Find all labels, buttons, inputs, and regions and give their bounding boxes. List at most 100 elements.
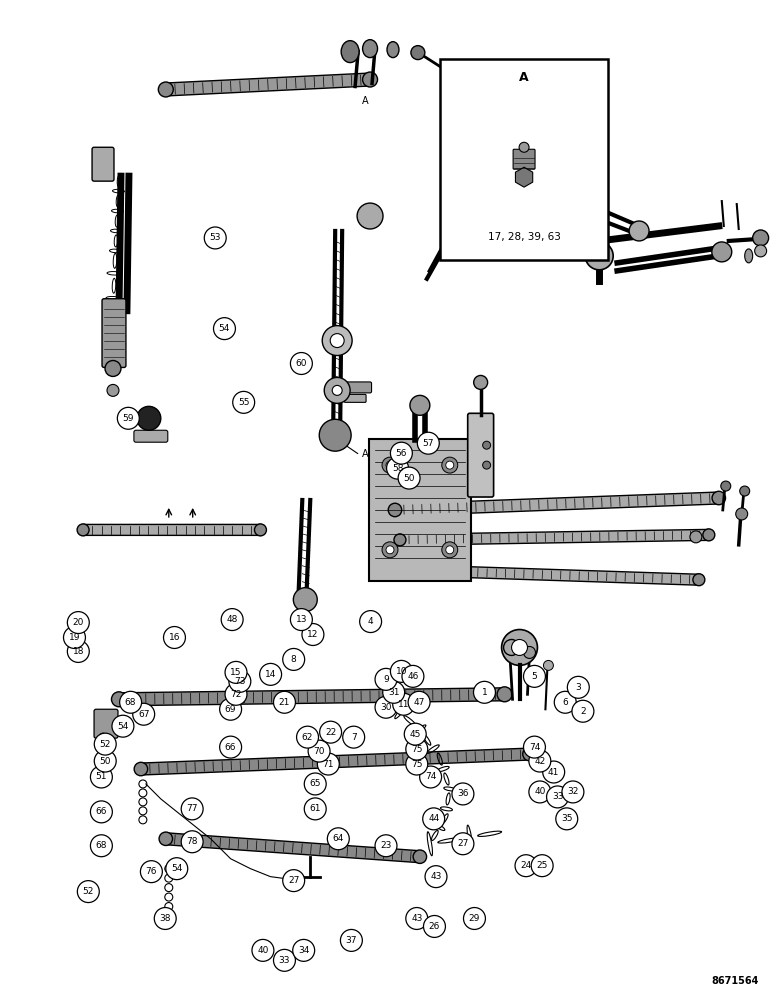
Circle shape bbox=[712, 491, 726, 505]
FancyBboxPatch shape bbox=[344, 382, 371, 393]
Circle shape bbox=[425, 866, 447, 888]
Text: 15: 15 bbox=[230, 668, 242, 677]
Text: 10: 10 bbox=[395, 667, 407, 676]
Circle shape bbox=[388, 503, 401, 517]
Circle shape bbox=[387, 457, 408, 479]
Text: 75: 75 bbox=[411, 760, 422, 769]
Text: 2: 2 bbox=[580, 707, 586, 716]
Circle shape bbox=[273, 691, 296, 713]
Text: 45: 45 bbox=[409, 730, 421, 739]
Text: 51: 51 bbox=[96, 772, 107, 781]
Ellipse shape bbox=[363, 40, 378, 58]
Text: 78: 78 bbox=[186, 837, 198, 846]
Text: 17, 28, 39, 63: 17, 28, 39, 63 bbox=[488, 232, 560, 242]
Text: 48: 48 bbox=[226, 615, 238, 624]
Text: 50: 50 bbox=[403, 474, 415, 483]
Text: 18: 18 bbox=[73, 647, 84, 656]
Text: 76: 76 bbox=[146, 867, 157, 876]
Text: 8: 8 bbox=[291, 655, 296, 664]
Circle shape bbox=[304, 798, 327, 820]
Text: 22: 22 bbox=[325, 728, 337, 737]
Circle shape bbox=[181, 798, 203, 820]
Circle shape bbox=[523, 164, 547, 188]
Text: 41: 41 bbox=[548, 768, 560, 777]
Text: 9: 9 bbox=[383, 675, 389, 684]
Circle shape bbox=[497, 687, 512, 702]
Text: 36: 36 bbox=[457, 789, 469, 798]
Circle shape bbox=[482, 461, 491, 469]
Circle shape bbox=[164, 627, 185, 648]
Circle shape bbox=[229, 670, 251, 692]
Circle shape bbox=[343, 726, 364, 748]
Circle shape bbox=[712, 242, 732, 262]
Text: 38: 38 bbox=[160, 914, 171, 923]
Circle shape bbox=[383, 681, 405, 703]
Circle shape bbox=[755, 245, 767, 257]
Circle shape bbox=[567, 676, 589, 698]
Circle shape bbox=[474, 375, 488, 389]
Text: 73: 73 bbox=[234, 677, 245, 686]
Circle shape bbox=[290, 609, 313, 631]
Text: 33: 33 bbox=[279, 956, 290, 965]
FancyBboxPatch shape bbox=[459, 140, 571, 237]
Circle shape bbox=[141, 861, 162, 883]
Text: 5: 5 bbox=[532, 672, 537, 681]
Text: 64: 64 bbox=[333, 834, 344, 843]
Circle shape bbox=[222, 609, 243, 631]
Circle shape bbox=[363, 72, 378, 87]
Circle shape bbox=[382, 542, 398, 558]
Circle shape bbox=[547, 786, 568, 808]
Text: 44: 44 bbox=[428, 814, 439, 823]
Circle shape bbox=[293, 939, 315, 961]
FancyBboxPatch shape bbox=[468, 413, 493, 497]
Circle shape bbox=[543, 660, 554, 670]
Circle shape bbox=[386, 546, 394, 554]
FancyBboxPatch shape bbox=[394, 564, 700, 585]
Text: 31: 31 bbox=[388, 688, 399, 697]
Text: 46: 46 bbox=[408, 672, 418, 681]
FancyBboxPatch shape bbox=[134, 430, 168, 442]
Circle shape bbox=[375, 668, 397, 690]
Text: 71: 71 bbox=[323, 760, 334, 769]
Circle shape bbox=[111, 692, 127, 707]
Circle shape bbox=[77, 881, 100, 903]
Text: 50: 50 bbox=[100, 757, 111, 766]
Circle shape bbox=[543, 761, 564, 783]
Circle shape bbox=[411, 46, 425, 60]
Circle shape bbox=[296, 726, 319, 748]
Circle shape bbox=[556, 808, 577, 830]
Text: 67: 67 bbox=[138, 710, 150, 719]
Circle shape bbox=[523, 665, 546, 687]
Circle shape bbox=[117, 407, 139, 429]
Circle shape bbox=[629, 221, 649, 241]
Circle shape bbox=[402, 665, 424, 687]
Text: 54: 54 bbox=[171, 864, 182, 873]
Circle shape bbox=[133, 703, 154, 725]
FancyBboxPatch shape bbox=[139, 748, 531, 775]
Circle shape bbox=[523, 747, 537, 761]
Circle shape bbox=[304, 773, 327, 795]
Text: 3: 3 bbox=[575, 683, 581, 692]
Circle shape bbox=[357, 203, 383, 229]
Text: 62: 62 bbox=[302, 733, 313, 742]
Circle shape bbox=[393, 693, 415, 715]
Circle shape bbox=[320, 419, 351, 451]
Circle shape bbox=[94, 750, 117, 772]
Circle shape bbox=[442, 457, 458, 473]
Circle shape bbox=[382, 457, 398, 473]
Circle shape bbox=[523, 736, 546, 758]
Circle shape bbox=[302, 624, 324, 645]
Circle shape bbox=[317, 753, 339, 775]
Circle shape bbox=[386, 461, 394, 469]
Text: 4: 4 bbox=[367, 617, 374, 626]
Text: 23: 23 bbox=[381, 841, 391, 850]
Text: 56: 56 bbox=[395, 449, 407, 458]
FancyBboxPatch shape bbox=[117, 688, 506, 706]
Text: 32: 32 bbox=[567, 787, 578, 796]
Circle shape bbox=[442, 542, 458, 558]
Circle shape bbox=[220, 736, 242, 758]
Text: 8671564: 8671564 bbox=[711, 976, 759, 986]
Text: 54: 54 bbox=[218, 324, 230, 333]
Text: 25: 25 bbox=[537, 861, 548, 870]
Text: 21: 21 bbox=[279, 698, 290, 707]
